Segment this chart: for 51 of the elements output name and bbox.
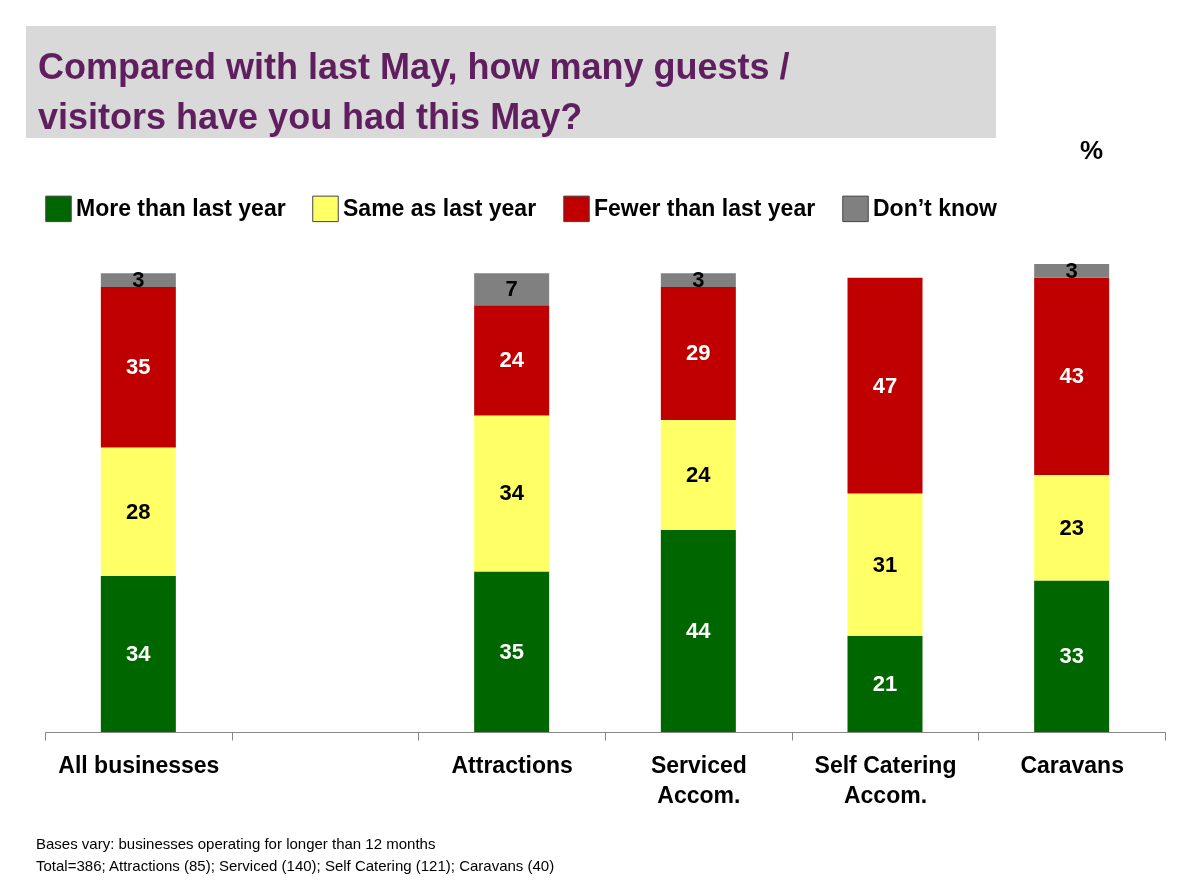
data-label: 23: [1059, 514, 1084, 540]
bar: [660, 420, 736, 531]
data-label: 21: [872, 670, 898, 696]
data-label: 47: [872, 372, 898, 398]
bar: [1034, 475, 1110, 581]
text: Total=386; Attractions (85); Serviced (140); Self Catering (121); Caravans (40): [36, 856, 555, 876]
bar: [847, 277, 923, 494]
data-label: 44: [686, 618, 712, 644]
data-label: 24: [499, 347, 525, 373]
bar: [474, 571, 550, 732]
legend-label: Don’t know: [873, 194, 998, 221]
bar: [847, 635, 923, 732]
bar: [1034, 580, 1110, 732]
text: Bases vary: businesses operating for longer than 12 months: [36, 834, 437, 854]
data-label: 3: [1065, 257, 1078, 283]
data-label: 43: [1059, 363, 1084, 389]
x-tick-label: Attractions: [451, 751, 573, 778]
data-label: 29: [686, 340, 711, 366]
data-label: 34: [499, 480, 525, 506]
x-tick-label: Caravans: [1020, 751, 1124, 778]
bar: [660, 286, 736, 420]
legend-label: Same as last year: [343, 194, 537, 221]
bar: [100, 576, 176, 732]
data-label: 34: [126, 641, 152, 666]
bar: [1034, 277, 1110, 476]
data-label: 31: [872, 551, 898, 577]
data-label: 33: [1059, 643, 1084, 669]
data-label: 24: [686, 462, 712, 488]
bar: [100, 273, 176, 287]
x-tick-label: Serviced Accom.: [650, 751, 747, 808]
y-axis-title: %: [1080, 135, 1104, 166]
data-label: 35: [126, 354, 151, 380]
data-label: 3: [132, 267, 145, 293]
chart-title: Compared with last May, how many guests / visitors have you had this May?: [26, 26, 996, 138]
legend-label: Fewer than last year: [594, 194, 816, 221]
bar: [1034, 264, 1110, 278]
data-label: 7: [505, 276, 518, 302]
bar: [474, 305, 550, 416]
bar: [474, 273, 550, 306]
bar: [660, 530, 736, 732]
data-label: 28: [126, 498, 151, 524]
x-tick-label: All businesses: [58, 751, 220, 778]
data-label: 3: [692, 267, 705, 293]
bar: [660, 273, 736, 287]
bar: [100, 447, 176, 576]
x-tick-label: Self Catering Accom.: [814, 751, 957, 808]
legend-label: More than last year: [76, 194, 286, 221]
data-label: 35: [499, 638, 524, 664]
bar: [474, 415, 550, 572]
bar: [847, 493, 923, 636]
bar: [100, 286, 176, 448]
